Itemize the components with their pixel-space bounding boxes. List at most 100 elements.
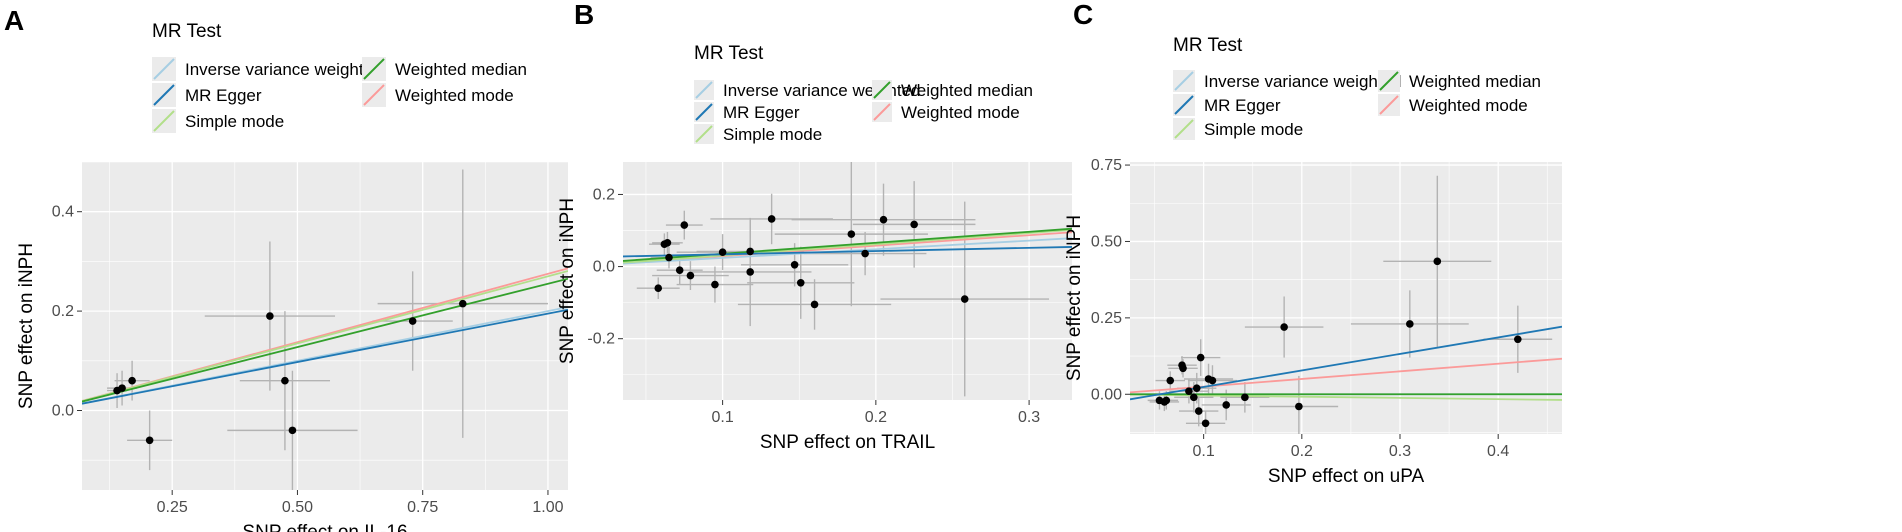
x-tick-label: 0.3 [1018,409,1040,426]
panel-letter: C [1073,0,1093,30]
legend: MR Test Inverse variance weighted MR Egger… [1173,35,1541,140]
legend-title: MR Test [1173,35,1243,56]
data-point [1166,376,1175,385]
axes: 0.1 0.2 0.3 -0.2 0.0 0.2 [587,186,1040,426]
panel-letter: B [574,0,594,30]
legend-label-simple: Simple mode [185,112,284,131]
panel-a: A MR Test Inverse variance weighted MR Egge… [4,5,568,532]
y-tick-label: 0.2 [52,303,74,320]
legend-swatch-egger [695,103,713,121]
data-point [408,317,417,325]
legend-swatch-ivw [1174,71,1194,91]
legend-swatch-wmode [873,103,891,121]
data-point [1406,320,1414,328]
x-tick-label: 0.4 [1487,443,1509,460]
x-tick-label: 0.75 [407,499,438,516]
data-point [1190,393,1198,402]
x-tick-label: 0.1 [1193,443,1215,460]
data-point [1194,407,1203,415]
data-point [879,215,888,224]
y-tick-label: 0.0 [593,259,615,276]
data-point [790,260,799,269]
regression-line-simple [623,229,1072,264]
x-axis-title: SNP effect on IL-16 [242,522,407,532]
data-point [686,271,695,280]
legend-label-simple: Simple mode [1204,120,1303,139]
y-tick-label: 0.75 [1091,157,1122,174]
y-tick-label: 0.2 [593,186,615,203]
data-layer [623,162,1072,397]
data-point [960,295,969,303]
regression-line-egger [1130,325,1562,401]
legend-label-egger: MR Egger [723,103,800,122]
data-point [910,220,918,229]
data-point [1433,257,1442,266]
regression-line-egger [82,308,568,405]
legend: MR Test Inverse variance weighted MR Egger… [694,43,1033,144]
legend-swatch-wmode [363,84,385,106]
legend-title: MR Test [694,43,764,64]
data-point [665,253,673,262]
data-layer [1130,175,1562,434]
legend-label-ivw: Inverse variance weighted [185,60,383,79]
legend-swatch-simple [153,110,175,132]
data-point [861,249,869,258]
regression-line-wmedian [82,277,568,403]
y-tick-label: 0.00 [1091,386,1122,403]
panel-letter: A [4,5,24,36]
legend-label-wmedian: Weighted median [395,60,527,79]
x-tick-label: 0.2 [865,409,887,426]
data-point [680,221,689,229]
regression-line-simple [82,270,568,402]
data-point [118,384,126,392]
x-axis-title: SNP effect on uPA [1268,466,1425,487]
data-point [1192,384,1201,392]
y-tick-label: 0.50 [1091,233,1122,250]
y-tick-label: 0.4 [52,204,74,221]
legend-label-egger: MR Egger [185,86,262,105]
legend-swatch-ivw [695,81,713,99]
legend-title: MR Test [152,21,222,42]
regression-line-egger [623,246,1072,258]
gridlines [82,161,568,490]
x-tick-label: 0.3 [1389,443,1411,460]
y-tick-label: 0.0 [52,402,74,419]
data-point [1196,353,1205,362]
x-axis-title: SNP effect on TRAIL [760,432,935,453]
legend-label-wmode: Weighted mode [1409,96,1528,115]
data-point [1280,323,1288,331]
legend-swatch-egger [1174,95,1194,115]
x-tick-label: 0.25 [157,499,188,516]
data-point [145,436,154,445]
data-point [810,300,819,309]
legend-label-wmedian: Weighted median [901,81,1033,100]
legend-label-wmode: Weighted mode [395,86,514,105]
data-point [1201,419,1210,428]
data-layer [82,169,568,490]
axes: 0.1 0.2 0.3 0.4 0.00 0.25 0.50 0.75 [1091,157,1510,460]
y-tick-label: -0.2 [587,331,615,348]
y-axis-title: SNP effect on iNPH [1064,215,1085,381]
y-axis-title: SNP effect on iNPH [16,243,37,409]
x-tick-label: 0.50 [282,499,313,516]
legend-swatch-ivw [153,58,175,80]
legend-swatch-wmedian [363,58,385,80]
data-point [1241,393,1249,402]
legend-swatch-wmode [1379,95,1399,115]
data-point [281,376,289,385]
data-point [746,268,754,276]
data-point [847,230,856,238]
legend-label-ivw: Inverse variance weighted [723,81,921,100]
data-point [1179,364,1187,373]
y-axis-title: SNP effect on iNPH [557,198,578,364]
data-point [1162,396,1171,405]
data-point [458,299,467,308]
legend-swatch-simple [1174,119,1194,139]
plot-area [1130,162,1562,434]
legend-label-wmode: Weighted mode [901,103,1020,122]
x-tick-label: 0.1 [711,409,733,426]
gridlines [623,162,1072,400]
x-tick-label: 0.2 [1291,443,1313,460]
data-point [796,279,805,287]
